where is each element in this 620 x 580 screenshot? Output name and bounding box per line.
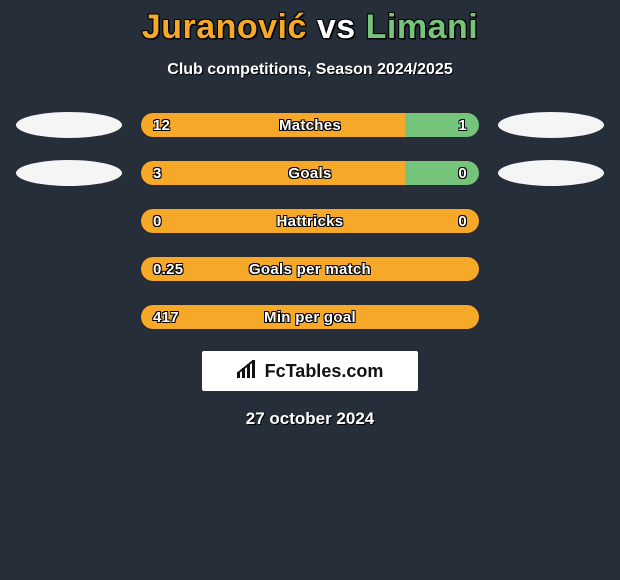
date-label: 27 october 2024 <box>0 409 620 429</box>
player1-marker <box>16 160 122 186</box>
stat-bar: 121Matches <box>140 112 480 138</box>
stat-label: Matches <box>141 113 479 137</box>
page-title: Juranović vs Limani <box>0 8 620 47</box>
stat-bar: 30Goals <box>140 160 480 186</box>
player1-marker <box>16 112 122 138</box>
logo-box: FcTables.com <box>202 351 418 391</box>
spacer <box>498 256 604 282</box>
stat-row: 417Min per goal <box>0 303 620 331</box>
stat-label: Min per goal <box>141 305 479 329</box>
signal-icon <box>237 360 259 383</box>
spacer <box>16 208 122 234</box>
stat-row: 121Matches <box>0 111 620 139</box>
spacer <box>16 256 122 282</box>
player2-name: Limani <box>366 8 479 46</box>
stat-row: 30Goals <box>0 159 620 187</box>
stat-row: 00Hattricks <box>0 207 620 235</box>
stat-bar: 417Min per goal <box>140 304 480 330</box>
stat-label: Hattricks <box>141 209 479 233</box>
spacer <box>498 208 604 234</box>
player1-name: Juranović <box>142 8 307 46</box>
stat-label: Goals per match <box>141 257 479 281</box>
logo-text: FcTables.com <box>265 361 384 382</box>
comparison-card: Juranović vs Limani Club competitions, S… <box>0 0 620 429</box>
stat-bar: 00Hattricks <box>140 208 480 234</box>
player2-marker <box>498 160 604 186</box>
player2-marker <box>498 112 604 138</box>
stat-row: 0.25Goals per match <box>0 255 620 283</box>
subtitle: Club competitions, Season 2024/2025 <box>0 61 620 79</box>
spacer <box>498 304 604 330</box>
stat-label: Goals <box>141 161 479 185</box>
spacer <box>16 304 122 330</box>
stats-list: 121Matches 30Goals 00Hattricks 0.25Goals pe… <box>0 111 620 331</box>
stat-bar: 0.25Goals per match <box>140 256 480 282</box>
vs-label: vs <box>317 8 356 46</box>
